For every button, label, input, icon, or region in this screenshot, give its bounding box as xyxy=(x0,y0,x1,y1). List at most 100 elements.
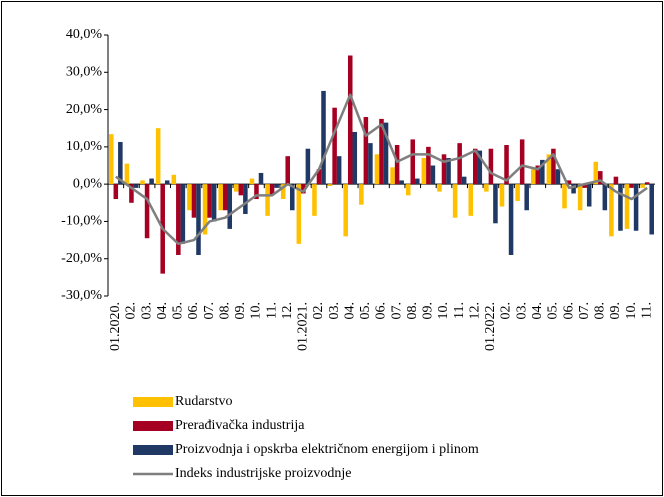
bar xyxy=(383,122,389,185)
bar xyxy=(218,184,223,211)
bar xyxy=(441,154,447,185)
bar xyxy=(649,184,654,235)
x-tick-label: 08. xyxy=(217,302,232,320)
bar xyxy=(359,184,364,205)
bar xyxy=(374,154,380,185)
bar xyxy=(624,184,630,229)
bar xyxy=(301,184,306,194)
legend-label: Rudarstvo xyxy=(175,394,233,409)
bar xyxy=(566,180,572,185)
y-tick-label: 10,0% xyxy=(66,139,103,154)
bar xyxy=(633,184,639,231)
bar xyxy=(644,182,650,185)
bar xyxy=(461,176,467,185)
bar xyxy=(473,148,478,185)
x-tick-label: 11. xyxy=(639,302,654,319)
x-tick-label: 03. xyxy=(139,302,154,320)
bar xyxy=(176,184,181,255)
x-tick-label: 04. xyxy=(342,302,357,320)
y-tick-label: 40,0% xyxy=(66,27,103,42)
bar xyxy=(519,139,525,185)
bar xyxy=(593,161,599,185)
bar xyxy=(488,148,494,185)
x-tick-label: 10. xyxy=(624,302,639,320)
y-tick-label: 20,0% xyxy=(66,102,103,117)
y-tick-label: 30,0% xyxy=(66,65,103,80)
bar xyxy=(155,128,161,185)
bar xyxy=(347,55,353,185)
bar xyxy=(312,184,317,216)
bar xyxy=(562,184,567,209)
x-tick-label: 08. xyxy=(405,302,420,320)
x-tick-label: 04. xyxy=(155,302,170,320)
bar xyxy=(180,184,186,244)
bar xyxy=(113,184,119,200)
x-tick-label: 11. xyxy=(452,302,467,319)
legend-swatch xyxy=(133,421,173,431)
x-tick-label: 02. xyxy=(499,302,514,320)
x-tick-label: 08. xyxy=(593,302,608,320)
bar xyxy=(394,144,400,185)
x-tick-label: 03. xyxy=(327,302,342,320)
bar xyxy=(316,169,322,185)
bar xyxy=(524,184,529,211)
bar xyxy=(327,184,333,187)
bar xyxy=(352,131,358,185)
bar xyxy=(504,144,509,185)
bar xyxy=(426,146,431,185)
bar xyxy=(191,184,197,218)
bar xyxy=(368,143,373,185)
legend-swatch xyxy=(133,397,173,407)
bar xyxy=(196,184,201,255)
x-tick-label: 06. xyxy=(561,302,576,320)
legend-label: Indeks industrijske proizvodnje xyxy=(175,466,352,481)
bar xyxy=(540,159,545,185)
x-tick-label: 12. xyxy=(467,302,482,320)
y-tick-label: 0,0% xyxy=(73,176,103,191)
bar xyxy=(332,107,337,185)
x-tick-label: 04. xyxy=(530,302,545,320)
bar xyxy=(133,184,139,188)
bar xyxy=(535,165,541,185)
x-tick-label: 01.2022. xyxy=(483,302,498,351)
bar xyxy=(629,184,634,188)
bar xyxy=(618,184,623,231)
bar xyxy=(336,156,342,185)
x-tick-label: 10. xyxy=(249,302,264,320)
x-tick-label: 07. xyxy=(577,302,592,320)
bar xyxy=(515,184,520,201)
bar xyxy=(546,154,552,185)
bar xyxy=(613,176,619,185)
bar xyxy=(493,184,498,224)
bar xyxy=(258,172,264,185)
bar xyxy=(285,156,290,185)
x-tick-label: 06. xyxy=(374,302,389,320)
bar xyxy=(249,178,255,185)
bar xyxy=(477,150,483,185)
bar xyxy=(243,184,248,214)
bar xyxy=(343,184,348,237)
bar xyxy=(144,184,150,239)
bar xyxy=(171,174,177,185)
x-tick-label: 02. xyxy=(124,302,139,320)
bar xyxy=(640,184,645,188)
x-tick-label: 02. xyxy=(311,302,326,320)
bar xyxy=(227,184,233,229)
bar xyxy=(551,148,556,185)
bar xyxy=(415,178,420,185)
bar xyxy=(363,117,369,185)
bar xyxy=(321,90,326,185)
bar xyxy=(571,184,576,194)
x-tick-label: 05. xyxy=(171,302,186,320)
bar xyxy=(149,178,154,185)
bar xyxy=(289,184,295,211)
legend-label: Proizvodnja i opskrba električnom energi… xyxy=(175,442,479,457)
bar xyxy=(555,169,561,185)
bar xyxy=(305,148,311,185)
bar xyxy=(508,184,514,255)
bar xyxy=(164,180,170,185)
bar xyxy=(410,139,416,185)
bar xyxy=(129,184,134,203)
bar xyxy=(399,180,404,185)
